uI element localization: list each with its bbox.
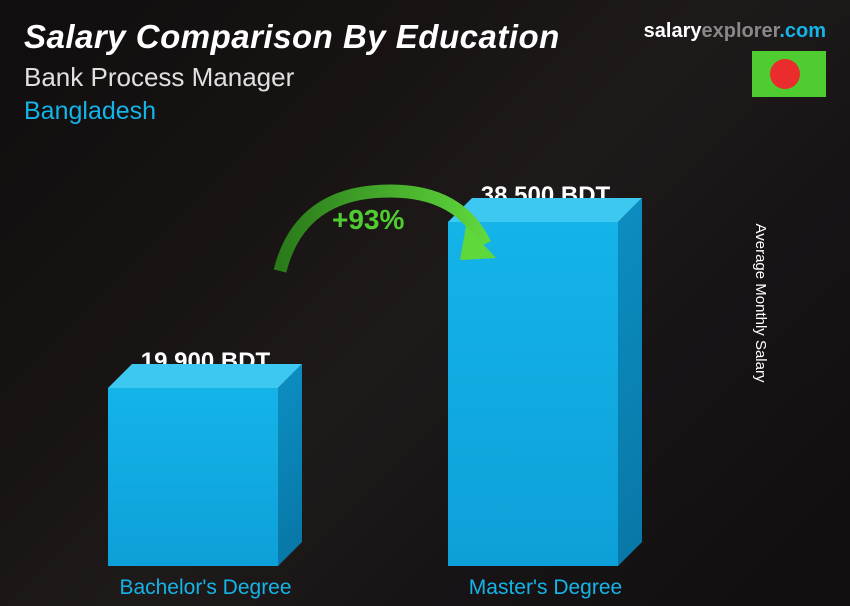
brand-part3: .com: [779, 20, 826, 42]
header: Salary Comparison By Education Bank Proc…: [24, 18, 560, 126]
bar-side-face: [278, 364, 302, 566]
page-subtitle: Bank Process Manager: [24, 62, 560, 93]
brand-block: salaryexplorer.com: [644, 20, 826, 97]
y-axis-label: Average Monthly Salary: [752, 224, 769, 383]
increase-arrow-icon: [260, 176, 510, 296]
brand-logo: salaryexplorer.com: [644, 20, 826, 43]
bar-front-face: [108, 388, 278, 566]
flag-circle: [770, 59, 800, 89]
bar-side-face: [618, 198, 642, 566]
bar-category-label: Bachelor's Degree: [108, 576, 303, 600]
brand-part2: explorer: [701, 20, 779, 42]
page-title: Salary Comparison By Education: [24, 18, 560, 56]
brand-part1: salary: [644, 20, 702, 42]
country-label: Bangladesh: [24, 97, 560, 126]
bar-chart: 19,900 BDT Bachelor's Degree 38,500 BDT …: [0, 116, 850, 606]
bar-top-face: [108, 364, 302, 388]
bar-category-label: Master's Degree: [448, 576, 643, 600]
flag-bangladesh: [752, 51, 826, 97]
